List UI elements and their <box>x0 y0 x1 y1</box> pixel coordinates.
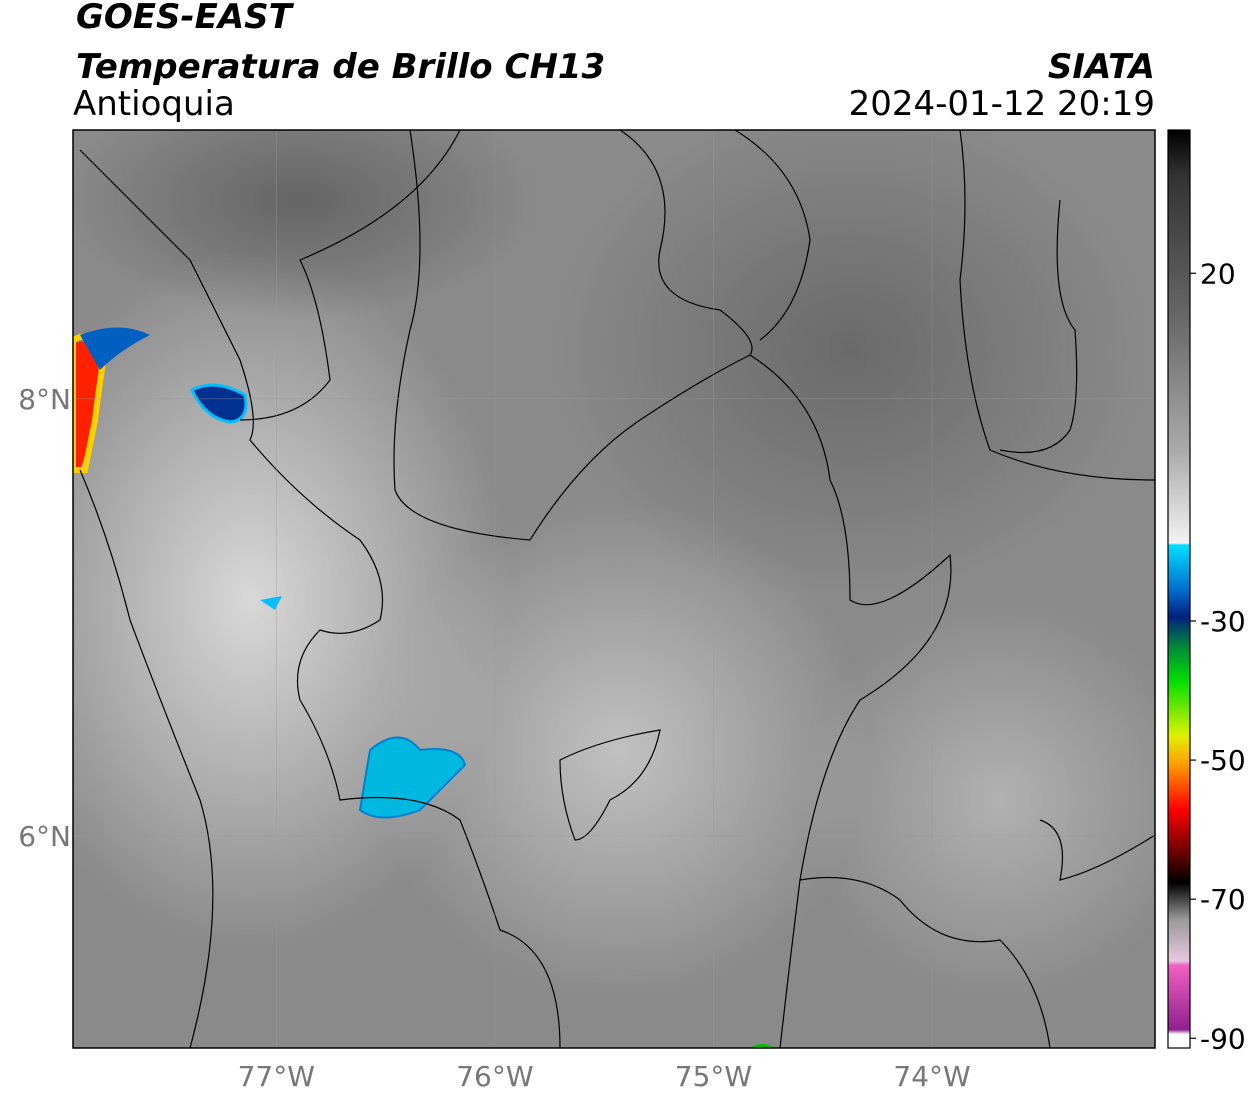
x-tick-label: 77°W <box>238 1060 315 1093</box>
timestamp: 2024-01-12 20:19 <box>849 84 1155 124</box>
colorbar-tick-label: -30 <box>1200 605 1246 638</box>
x-tick-label: 76°W <box>456 1060 533 1093</box>
title: GOES-EAST <box>76 0 295 37</box>
colorbar-tick-label: -90 <box>1200 1022 1246 1055</box>
colorbar-tick-label: -70 <box>1200 883 1246 916</box>
region: Antioquia <box>73 84 235 124</box>
satellite-image <box>73 130 1155 1048</box>
subtitle: Temperatura de Brillo CH13 <box>76 47 605 87</box>
y-tick-label: 8°N <box>18 383 71 416</box>
x-tick-label: 75°W <box>675 1060 752 1093</box>
axes: 77°W 76°W 75°W 74°W 8°N 6°N 20 -30 -50 -70 -90 <box>18 130 1246 1093</box>
x-tick-label: 74°W <box>893 1060 970 1093</box>
colorbar <box>1167 129 1191 1049</box>
colorbar-tick-label: -50 <box>1200 744 1246 777</box>
colorbar-tick-label: 20 <box>1200 257 1236 290</box>
source: SIATA <box>1048 47 1155 87</box>
y-tick-label: 6°N <box>18 820 71 853</box>
map-frame <box>72 129 1156 1049</box>
